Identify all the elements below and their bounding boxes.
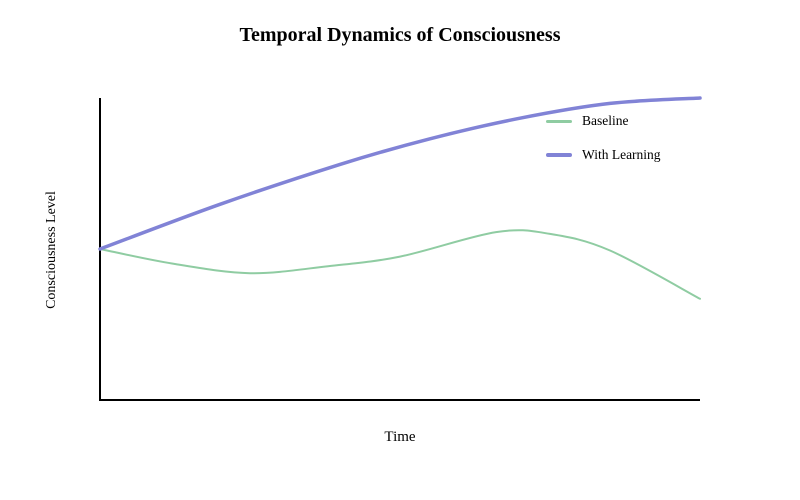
legend-swatch-with-learning-icon [546,152,572,158]
legend: Baseline With Learning [546,104,661,172]
y-axis-label: Consciousness Level [44,191,59,309]
x-axis-label: Time [384,429,416,445]
chart-title: Temporal Dynamics of Consciousness [239,24,561,46]
legend-item-baseline: Baseline [546,104,661,138]
series-line-with-learning [98,96,702,251]
legend-swatch-baseline-icon [546,119,572,123]
legend-item-with-learning: With Learning [546,138,661,172]
series-line-baseline [99,229,701,300]
legend-label-with-learning: With Learning [582,147,661,162]
legend-label-baseline: Baseline [582,113,629,128]
axis-lines [99,98,700,401]
